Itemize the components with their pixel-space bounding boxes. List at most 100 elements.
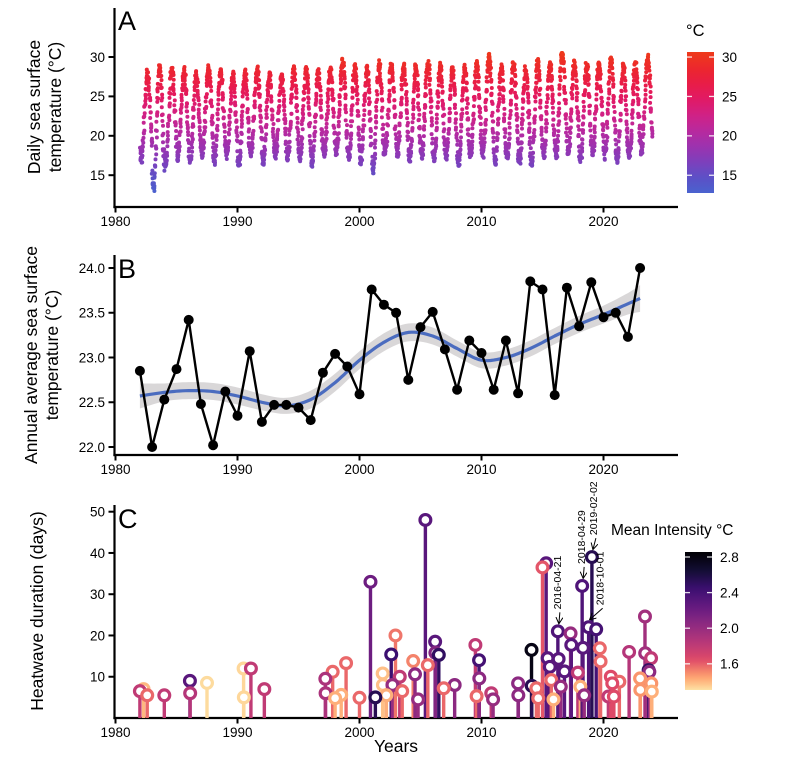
heatwave-marker (447, 677, 462, 692)
heatwave-marker (535, 560, 550, 575)
heatwave-marker (577, 688, 592, 703)
heatwave-marker (431, 647, 446, 662)
svg-text:1990: 1990 (222, 725, 252, 740)
heatwave-marker (637, 609, 652, 624)
heatwave-marker (392, 669, 407, 684)
heatwave-marker (408, 667, 423, 682)
heatwave-marker (605, 676, 620, 691)
svg-text:30: 30 (722, 50, 737, 65)
annotation-date-label: 2018-04-29 (576, 510, 588, 564)
heatwave-marker (469, 689, 484, 704)
heatwave-marker (418, 512, 433, 527)
annotation-arrow (590, 607, 603, 620)
heatwave-marker (557, 664, 572, 679)
heatwave-marker (406, 654, 421, 669)
heatwave-marker (570, 665, 585, 680)
heatwave-marker (644, 651, 659, 666)
annotation-arrow (593, 537, 596, 550)
heatwave-marker (524, 642, 539, 657)
svg-text:22.0: 22.0 (79, 440, 105, 455)
panel-b-letter: B (118, 254, 137, 284)
svg-text:1980: 1980 (100, 462, 130, 477)
heatwave-marker (318, 671, 333, 686)
svg-text:25: 25 (90, 89, 105, 104)
heatwave-marker (606, 689, 621, 704)
heatwave-marker (592, 641, 607, 656)
svg-text:2.8: 2.8 (720, 550, 739, 565)
svg-text:10: 10 (90, 670, 105, 685)
heatwave-marker (468, 637, 483, 652)
svg-text:20: 20 (90, 129, 105, 144)
annotation-date-label: 2018-10-01 (595, 551, 607, 605)
panel-a-points (138, 51, 655, 193)
svg-text:2.4: 2.4 (720, 585, 739, 600)
heatwave-marker (544, 673, 559, 688)
svg-text:2010: 2010 (466, 214, 496, 229)
svg-text:1990: 1990 (222, 462, 252, 477)
heatwave-marker (236, 690, 251, 705)
heatwave-marker (420, 658, 435, 673)
panel-c-letter: C (118, 504, 138, 534)
heatwave-marker (375, 666, 390, 681)
annotation-arrow (583, 566, 584, 579)
heatwave-marker (531, 691, 546, 706)
svg-text:20: 20 (90, 628, 105, 643)
heatwave-marker (200, 675, 215, 690)
heatwave-marker (379, 688, 394, 703)
heatwave-marker (182, 673, 197, 688)
heatwave-marker (472, 653, 487, 668)
svg-text:24.0: 24.0 (79, 261, 105, 276)
svg-text:22.5: 22.5 (79, 395, 105, 410)
heatwave-marker (368, 690, 383, 705)
svg-text:1980: 1980 (100, 725, 130, 740)
heatwave-marker (486, 692, 501, 707)
heatwave-marker (633, 682, 648, 697)
heatwave-marker (551, 651, 566, 666)
svg-text:15: 15 (90, 168, 105, 183)
svg-text:25: 25 (722, 89, 737, 104)
svg-text:20: 20 (722, 129, 737, 144)
panel-A-axes: 1980 1990 2000 2010 2020 15 20 25 30 (90, 8, 678, 229)
heatwave-marker (388, 628, 403, 643)
heatwave-marker (385, 677, 400, 692)
heatwave-marker (563, 626, 578, 641)
heatwave-marker (384, 647, 399, 662)
svg-text:30: 30 (90, 50, 105, 65)
svg-text:15: 15 (722, 168, 737, 183)
panel-a-letter: A (118, 6, 137, 36)
svg-text:2020: 2020 (588, 214, 618, 229)
svg-text:1.6: 1.6 (720, 657, 739, 672)
sst-colorbar: 30 25 20 15 (687, 50, 737, 193)
heatwave-marker (436, 681, 451, 696)
heatwave-marker (428, 634, 443, 649)
heatwave-marker (644, 684, 659, 699)
annotation-date-label: 2019-02-02 (588, 481, 600, 535)
heatwave-marker (622, 644, 637, 659)
svg-text:23.5: 23.5 (79, 306, 105, 321)
panel-b-y-axis-title: Annual average sea surface temperature (… (21, 246, 62, 464)
heatwave-marker (183, 686, 198, 701)
confidence-band (139, 285, 641, 414)
heatwave-marker (472, 671, 487, 686)
svg-text:30: 30 (90, 587, 105, 602)
heatwave-marker (593, 654, 608, 669)
intensity-colorbar-title: Mean Intensity °C (611, 522, 734, 539)
panel-a-y-axis-title: Daily sea surface temperature (°C) (24, 39, 65, 175)
heatwave-marker (395, 684, 410, 699)
heatwave-marker (550, 624, 565, 639)
heatwave-marker (511, 676, 526, 691)
heatwave-marker (243, 661, 258, 676)
heatwave-marker (411, 692, 426, 707)
x-axis-title: Years (373, 736, 419, 756)
svg-text:2.0: 2.0 (720, 621, 739, 636)
heatwave-marker (140, 688, 155, 703)
annotation-arrow (559, 612, 560, 624)
svg-text:2000: 2000 (344, 725, 374, 740)
heatwave-marker (157, 688, 172, 703)
heatwave-marker (575, 578, 590, 593)
heatwave-marker (633, 671, 648, 686)
svg-text:1980: 1980 (100, 214, 130, 229)
heatwave-marker (339, 656, 354, 671)
